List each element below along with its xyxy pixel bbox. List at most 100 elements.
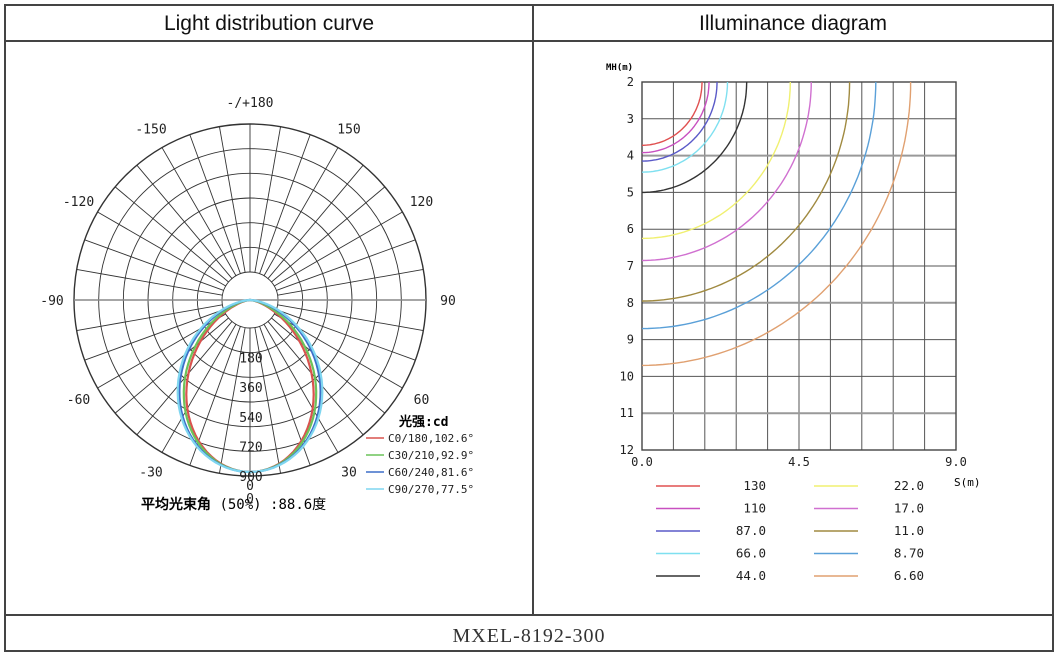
polar-grid-spoke — [254, 327, 282, 474]
polar-grid-spoke — [136, 164, 233, 279]
x-axis-label: S(m) — [954, 476, 981, 489]
polar-grid-spoke — [189, 134, 241, 274]
illuminance-ticks: 2 3 4 5 6 7 8 9 10 11 120.0 4.5 9.0 — [620, 75, 967, 469]
polar-grid-spoke — [218, 327, 246, 474]
polar-grid-spoke — [276, 309, 416, 361]
illuminance-legend-label: 110 — [743, 501, 766, 516]
polar-angle-label: 150 — [337, 123, 360, 138]
polar-grid-spoke — [97, 211, 226, 287]
polar-grid-spoke — [276, 239, 416, 291]
polar-angle-label: -120 — [63, 195, 94, 210]
polar-legend: C0/180,102.6° C30/210,92.9° C60/240,81.6° C… — [366, 432, 474, 496]
polar-grid-spoke — [114, 317, 229, 414]
beam-angle-label: 平均光束角 (50%) :88.6度 — [141, 496, 326, 513]
polar-grid-spoke — [84, 239, 224, 291]
illuminance-x-tick: 0.0 — [631, 455, 653, 469]
polar-grid-spoke — [263, 147, 339, 276]
polar-grid-spoke — [277, 268, 424, 296]
polar-grid-spoke — [254, 126, 282, 273]
illuminance-legend-label: 44.0 — [736, 568, 766, 583]
illuminance-curve-8 — [642, 82, 877, 330]
polar-grid-spoke — [114, 186, 229, 283]
illuminance-curve-2 — [642, 82, 718, 162]
polar-grid-spoke — [218, 126, 246, 273]
header-divider — [6, 40, 1052, 42]
polar-radial-label: 720 — [239, 440, 262, 455]
illuminance-curve-7 — [642, 82, 851, 302]
illuminance-curve-6 — [642, 82, 812, 262]
illuminance-y-tick: 3 — [627, 112, 634, 126]
polar-angle-label: -30 — [139, 465, 162, 480]
illuminance-curve-3 — [642, 82, 729, 173]
polar-radial-label: 180 — [239, 352, 262, 367]
illuminance-y-tick: 11 — [620, 406, 634, 420]
illuminance-legend: 130 110 87.0 66.0 44.0 22.0 17.0 11.0 8.70 6.60 — [656, 478, 924, 583]
illuminance-curves — [642, 82, 912, 367]
footer-divider — [6, 614, 1052, 616]
polar-curves — [176, 298, 324, 474]
polar-angle-label: 120 — [410, 195, 433, 210]
illuminance-curve-5 — [642, 82, 791, 240]
illuminance-legend-label: 130 — [743, 478, 766, 493]
illuminance-x-tick: 9.0 — [945, 455, 967, 469]
illuminance-chart: 2 3 4 5 6 7 8 9 10 11 120.0 4.5 9.0 130 110 87.0 66.0 44… — [606, 63, 981, 583]
left-panel-title: Light distribution curve — [163, 12, 375, 35]
illuminance-y-tick: 7 — [627, 259, 634, 273]
illuminance-x-tick: 4.5 — [788, 455, 810, 469]
illuminance-legend-label: 22.0 — [894, 478, 924, 493]
polar-origin-zero: 0 — [246, 479, 254, 494]
polar-legend-label: C90/270,77.5° — [388, 483, 474, 496]
panel-divider — [532, 6, 534, 616]
illuminance-curve-9 — [642, 82, 912, 367]
polar-legend-label: C30/210,92.9° — [388, 449, 474, 462]
illuminance-plot-border — [641, 81, 957, 451]
illuminance-y-tick: 9 — [627, 333, 634, 347]
polar-angle-label: -/+180 — [227, 96, 274, 111]
illuminance-legend-label: 6.60 — [894, 568, 924, 583]
polar-grid-spoke — [267, 164, 364, 279]
polar-angle-label: -60 — [67, 393, 90, 408]
polar-angle-label: 0 — [246, 492, 254, 507]
polar-grid-spoke — [84, 309, 224, 361]
illuminance-curve-4 — [642, 82, 748, 194]
polar-grid-spoke — [271, 317, 386, 414]
polar-legend-label: C60/240,81.6° — [388, 466, 474, 479]
illuminance-y-tick: 4 — [627, 149, 634, 163]
intensity-unit-label: 光强:cd — [398, 414, 448, 430]
y-axis-label: MH(m) — [606, 63, 633, 73]
polar-grid-spoke — [259, 134, 311, 274]
polar-grid-spoke — [274, 211, 403, 287]
polar-grid-spoke — [161, 324, 237, 453]
illuminance-legend-label: 11.0 — [894, 523, 924, 538]
illuminance-legend-label: 17.0 — [894, 501, 924, 516]
polar-legend-label: C0/180,102.6° — [388, 432, 474, 445]
illuminance-y-tick: 5 — [627, 185, 634, 199]
illuminance-y-tick: 10 — [620, 369, 634, 383]
polar-angle-label: 60 — [414, 393, 430, 408]
right-panel-title: Illuminance diagram — [699, 12, 887, 35]
polar-grid-spoke — [271, 186, 386, 283]
polar-labels: -/+180 -150 150 -120 120 -90 90 -60 60 -30 30 0 180 3… — [40, 96, 456, 507]
polar-chart: -/+180 -150 150 -120 120 -90 90 -60 60 -30 30 0 180 3… — [40, 96, 474, 513]
polar-grid-spoke — [277, 304, 424, 332]
illuminance-legend-label: 87.0 — [736, 523, 766, 538]
polar-angle-label: -90 — [40, 294, 63, 309]
polar-curve-series-3 — [176, 298, 324, 474]
illuminance-y-tick: 8 — [627, 296, 634, 310]
polar-radial-label: 540 — [239, 411, 262, 426]
illuminance-y-tick: 6 — [627, 222, 634, 236]
illuminance-curve-1 — [642, 82, 710, 154]
polar-grid-spoke — [161, 147, 237, 276]
polar-grid-spoke — [76, 304, 223, 332]
illuminance-legend-label: 66.0 — [736, 546, 766, 561]
illuminance-curve-0 — [642, 82, 703, 147]
illuminance-legend-label: 8.70 — [894, 546, 924, 561]
polar-radial-label: 900 — [239, 470, 262, 485]
model-number: MXEL-8192-300 — [452, 625, 606, 647]
figure-frame: Light distribution curve Illuminance dia… — [4, 4, 1054, 652]
polar-grid-spoke — [263, 324, 339, 453]
polar-angle-label: -150 — [135, 123, 166, 138]
illuminance-grid — [641, 81, 957, 451]
polar-grid-spoke — [76, 268, 223, 296]
polar-radial-label: 360 — [239, 381, 262, 396]
